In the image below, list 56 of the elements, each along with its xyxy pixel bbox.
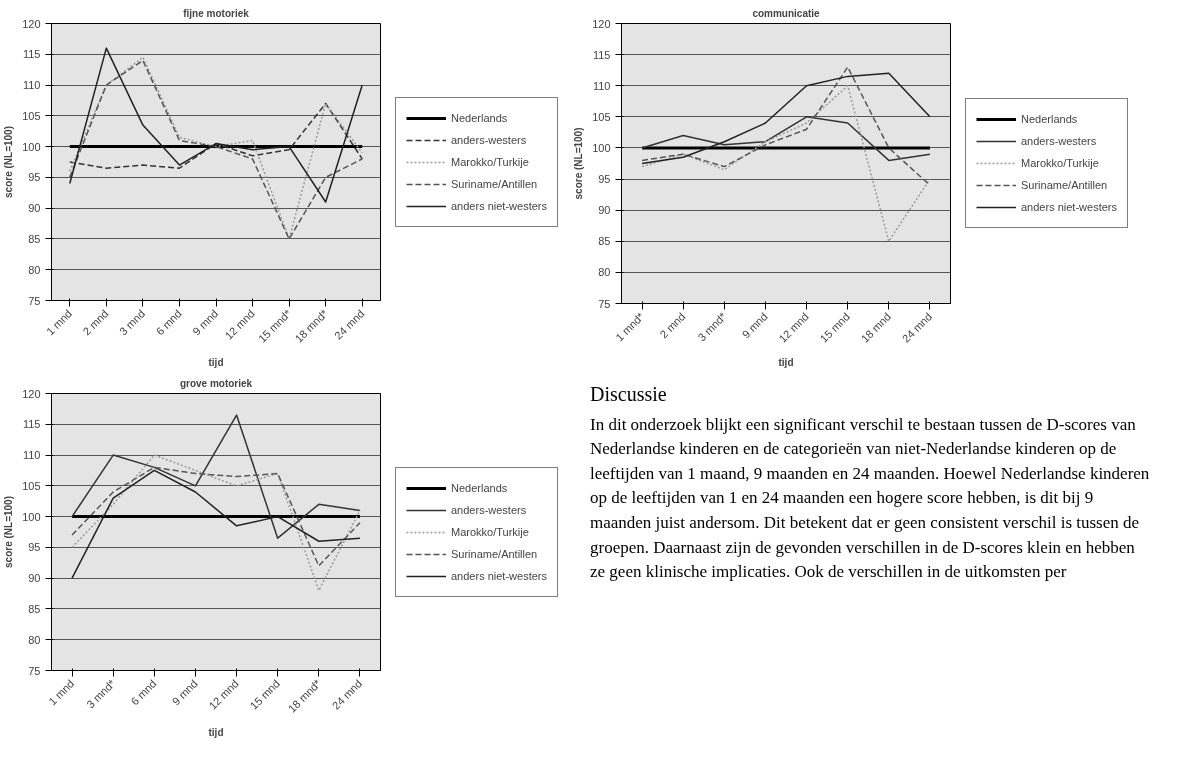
chart-title: grove motoriek — [179, 377, 253, 389]
y-tick-label: 105 — [592, 110, 611, 123]
y-tick-label: 110 — [22, 79, 41, 92]
legend-label: anders niet-westers — [1021, 201, 1117, 213]
chart-title: communicatie — [752, 7, 821, 19]
y-tick-label: 75 — [598, 297, 611, 310]
y-tick-label: 105 — [22, 109, 41, 122]
legend-label: anders-westers — [1021, 135, 1097, 147]
legend-label: anders-westers — [451, 503, 527, 516]
y-tick-label: 115 — [592, 48, 611, 61]
legend-label: Nederlands — [451, 481, 508, 494]
y-tick-label: 90 — [28, 572, 41, 585]
legend-label: Marokko/Turkije — [451, 525, 529, 538]
text: In dit onderzoek blijkt een significant verschil te bestaan tussen de D-scores van Nederlandse kinderen en de categorieën van niet-Nederlandse kinderen op de leeftijden van 1 maand, 9 maanden en 24 maanden. Hoewel Nederlandse kinderen op de leeftijden van 1 en 24 maanden een hogere score hebben, is dit bij 9 maanden juist andersom. Dit betekent dat er geen consistent verschil is tussen de groepen. Daarnaast zijn de gevonden verschillen in de D-scores klein en hebben ze geen klinische implicaties. Ook de verschillen in de uitkomsten per — [590, 413, 1150, 584]
y-tick-label: 80 — [598, 266, 611, 279]
y-tick-label: 115 — [22, 48, 41, 61]
y-tick-label: 90 — [28, 202, 41, 215]
y-tick-label: 100 — [22, 510, 41, 523]
y-tick-label: 115 — [22, 418, 41, 431]
y-tick-label: 110 — [592, 79, 611, 92]
legend-label: anders niet-westers — [451, 199, 547, 212]
chart-title: fijne motoriek — [183, 7, 250, 19]
y-tick-label: 95 — [598, 173, 611, 186]
x-axis-title: tijd — [778, 356, 794, 368]
text: Discussie — [590, 382, 668, 407]
y-tick-label: 75 — [28, 664, 41, 677]
y-tick-label: 120 — [22, 17, 41, 30]
legend-label: Suriname/Antillen — [451, 177, 538, 190]
y-tick-label: 85 — [598, 235, 611, 248]
y-tick-label: 110 — [22, 449, 41, 462]
y-tick-label: 75 — [28, 294, 41, 307]
x-axis-title: tijd — [208, 726, 224, 738]
legend-label: anders-westers — [451, 133, 527, 146]
legend-label: Suriname/Antillen — [451, 547, 538, 560]
y-tick-label: 85 — [28, 602, 41, 615]
y-tick-label: 85 — [28, 232, 41, 245]
x-axis-title: tijd — [208, 356, 224, 368]
y-tick-label: 120 — [592, 17, 611, 30]
y-tick-label: 80 — [28, 633, 41, 646]
legend-label: Marokko/Turkije — [1021, 157, 1099, 169]
legend-label: anders niet-westers — [451, 569, 547, 582]
y-tick-label: 95 — [28, 541, 41, 554]
y-tick-label: 100 — [592, 141, 611, 154]
legend-label: Suriname/Antillen — [1021, 179, 1108, 191]
y-tick-label: 90 — [598, 204, 611, 217]
y-tick-label: 80 — [28, 263, 41, 276]
y-tick-label: 105 — [22, 479, 41, 492]
y-tick-label: 100 — [22, 140, 41, 153]
y-tick-label: 95 — [28, 171, 41, 184]
y-axis-title: score (NL=100) — [3, 496, 15, 568]
legend-label: Marokko/Turkije — [451, 155, 529, 168]
legend-label: Nederlands — [1021, 113, 1078, 125]
y-axis-title: score (NL=100) — [3, 126, 15, 198]
y-tick-label: 120 — [22, 387, 41, 400]
legend-label: Nederlands — [451, 111, 508, 124]
y-axis-title: score (NL=100) — [573, 127, 585, 200]
